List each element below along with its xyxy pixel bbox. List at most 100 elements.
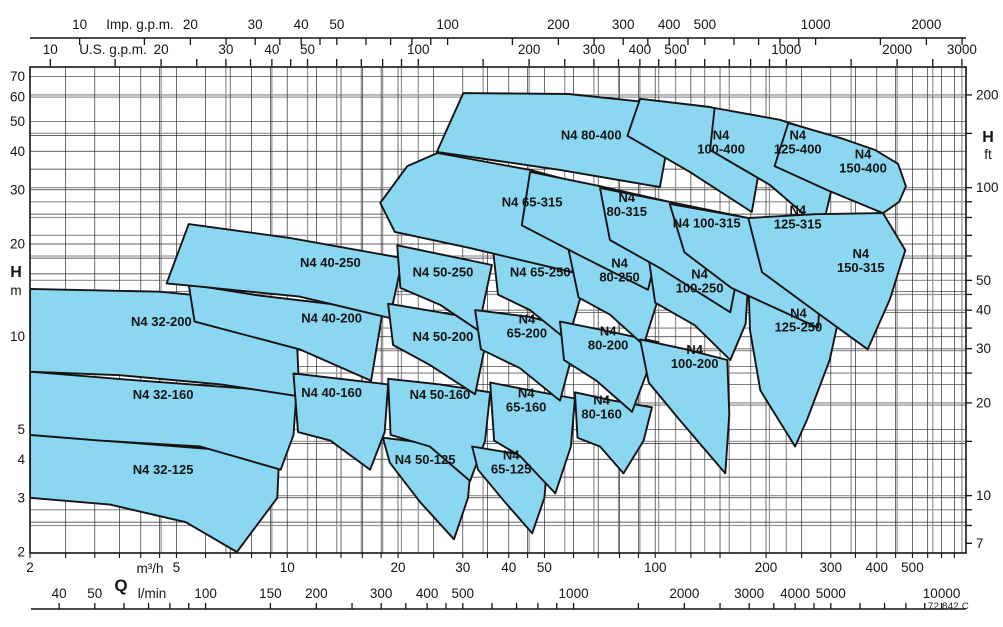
svg-text:400: 400 (658, 17, 681, 32)
svg-text:40: 40 (10, 144, 25, 159)
svg-text:ft: ft (984, 147, 992, 162)
envelope-label: N4 65-125 (491, 448, 531, 477)
svg-text:400: 400 (416, 586, 439, 601)
envelope-label: N4 80-200 (588, 324, 628, 353)
envelope-label: N4 50-160 (410, 387, 471, 402)
svg-text:20: 20 (390, 560, 405, 575)
svg-text:40: 40 (264, 42, 279, 57)
svg-text:2000: 2000 (882, 42, 912, 57)
svg-text:2: 2 (26, 560, 34, 575)
envelope-label: N4 100-250 (676, 267, 724, 296)
pump-envelope-n4-65-200 (474, 309, 580, 402)
svg-text:40: 40 (501, 560, 516, 575)
svg-text:5000: 5000 (816, 586, 846, 601)
drawing-code: 72.842.C (928, 601, 969, 612)
envelope-label: N4 40-200 (301, 311, 362, 326)
envelope-label: N4 40-250 (300, 255, 361, 270)
envelope-label: N4 80-250 (599, 256, 639, 285)
svg-text:Imp. g.p.m.: Imp. g.p.m. (106, 17, 174, 32)
us-gpm-axis: 10 20 30 40 50 100 200 300 400 500 1000 2000 3000 U.S… (43, 42, 977, 66)
envelope-label: N4 100-315 (673, 215, 741, 230)
envelope-label: N4 80-400 (561, 128, 622, 143)
svg-text:40: 40 (52, 586, 67, 601)
svg-text:200: 200 (305, 586, 328, 601)
svg-text:10: 10 (43, 42, 58, 57)
envelope-label: N4 150-400 (839, 147, 887, 176)
envelope-label: N4 50-125 (395, 452, 456, 467)
svg-text:l/min: l/min (138, 586, 167, 601)
pump-envelope-n4-80-400 (435, 92, 676, 189)
envelope-label: N4 65-200 (507, 311, 547, 340)
pump-envelope-n4-40-160 (292, 372, 390, 471)
svg-text:10: 10 (280, 560, 295, 575)
pump-envelope-n4-65-160 (489, 381, 576, 495)
svg-text:2: 2 (17, 545, 25, 560)
imp-gpm-axis: 10 20 30 40 50 100 200 300 400 500 1000 2000 Imp. g.… (30, 17, 966, 45)
svg-text:500: 500 (452, 586, 475, 601)
svg-text:500: 500 (901, 560, 924, 575)
pump-envelope-n4-32-125 (30, 433, 280, 553)
svg-text:50: 50 (329, 17, 344, 32)
svg-text:H: H (982, 129, 994, 146)
svg-text:50: 50 (976, 273, 991, 288)
envelope-label: N4 125-250 (775, 305, 823, 334)
svg-text:30: 30 (218, 42, 233, 57)
svg-text:150: 150 (259, 586, 282, 601)
svg-text:100: 100 (436, 17, 459, 32)
svg-text:3000: 3000 (947, 42, 977, 57)
envelope-label: N4 125-315 (774, 202, 822, 231)
svg-text:m: m (10, 283, 21, 298)
pump-envelope-n4-150-400 (773, 122, 907, 215)
svg-text:100: 100 (644, 560, 667, 575)
svg-text:200: 200 (518, 42, 541, 57)
svg-text:7: 7 (976, 536, 984, 551)
svg-text:30: 30 (455, 560, 470, 575)
svg-text:3000: 3000 (734, 586, 764, 601)
svg-text:20: 20 (183, 17, 198, 32)
envelope-label: N4 32-160 (133, 387, 194, 402)
svg-text:10000: 10000 (923, 586, 961, 601)
envelope-label: N4 100-400 (697, 128, 745, 157)
pump-envelope-n4-40-200 (187, 283, 384, 382)
svg-text:Q: Q (114, 576, 127, 595)
svg-text:4: 4 (17, 452, 25, 467)
svg-text:300: 300 (612, 17, 635, 32)
svg-text:200: 200 (547, 17, 570, 32)
svg-text:50: 50 (87, 586, 102, 601)
svg-text:1000: 1000 (771, 42, 801, 57)
svg-text:200: 200 (755, 560, 778, 575)
svg-text:2000: 2000 (911, 17, 941, 32)
svg-text:70: 70 (10, 69, 25, 84)
envelope-label: N4 65-315 (502, 194, 563, 209)
svg-text:200: 200 (976, 87, 999, 102)
svg-text:H: H (10, 264, 22, 281)
svg-text:10: 10 (10, 329, 25, 344)
pump-envelope-n4-32-160 (30, 370, 298, 471)
svg-text:3: 3 (17, 490, 25, 505)
svg-text:300: 300 (370, 586, 393, 601)
svg-text:10: 10 (72, 17, 87, 32)
svg-text:300: 300 (820, 560, 843, 575)
pump-envelope-n4-150-315 (747, 212, 907, 351)
m3h-axis: 2 5 10 20 30 40 50 100 200 300 400 500 m³/h Q (26, 553, 955, 595)
svg-text:50: 50 (300, 42, 315, 57)
envelope-label: N4 65-250 (510, 265, 571, 280)
svg-text:40: 40 (294, 17, 309, 32)
envelope-label: N4 65-160 (506, 386, 546, 415)
envelope-label: N4 80-315 (607, 190, 647, 219)
envelope-label: N4 40-160 (301, 385, 362, 400)
svg-text:30: 30 (976, 341, 991, 356)
svg-text:500: 500 (694, 17, 717, 32)
svg-text:1000: 1000 (801, 17, 831, 32)
svg-text:100: 100 (976, 180, 999, 195)
svg-text:40: 40 (976, 303, 991, 318)
svg-text:30: 30 (10, 182, 25, 197)
svg-text:500: 500 (664, 42, 687, 57)
envelope-label: N4 50-250 (413, 265, 474, 280)
head-ft-axis: 200 100 50 40 30 20 10 7 Hft (966, 87, 999, 551)
svg-text:1000: 1000 (559, 586, 589, 601)
svg-text:5: 5 (173, 560, 181, 575)
svg-text:5: 5 (17, 422, 25, 437)
svg-text:20: 20 (976, 395, 991, 410)
